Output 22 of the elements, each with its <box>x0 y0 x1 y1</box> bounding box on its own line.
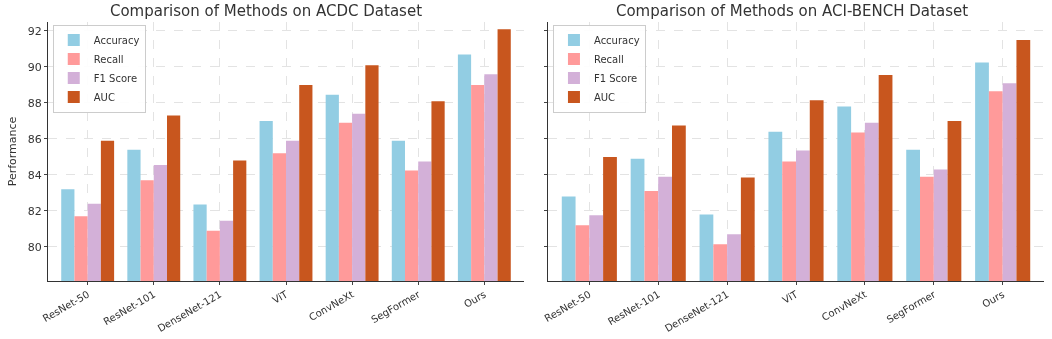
legend-label: F1 Score <box>93 72 138 84</box>
legend-label: AUC <box>593 91 616 103</box>
legend-label: Accuracy <box>593 34 640 46</box>
y-tick-label: 88 <box>27 96 42 110</box>
legend-label: Recall <box>593 53 624 65</box>
x-tick-label: Ours <box>461 288 488 310</box>
y-tick-label: 92 <box>27 24 42 38</box>
legend-label: F1 Score <box>593 72 638 84</box>
chart-title: Comparison of Methods on ACI-BENCH Dataset <box>615 1 969 20</box>
y-tick-label: 82 <box>27 204 42 218</box>
legend-label: Recall <box>93 53 124 65</box>
x-tick-label: Ours <box>980 288 1007 310</box>
chart-title: Comparison of Methods on ACDC Dataset <box>109 1 423 20</box>
y-axis-title: Performance <box>6 116 19 187</box>
x-tick-label: ViT <box>270 288 291 306</box>
y-tick-label: 90 <box>27 60 42 74</box>
y-tick-label: 84 <box>27 168 42 182</box>
y-tick-label: 86 <box>27 132 42 146</box>
legend-label: Accuracy <box>93 34 140 46</box>
y-tick-label: 80 <box>27 240 42 254</box>
x-tick-label: ViT <box>780 288 801 306</box>
legend-label: AUC <box>93 91 115 103</box>
